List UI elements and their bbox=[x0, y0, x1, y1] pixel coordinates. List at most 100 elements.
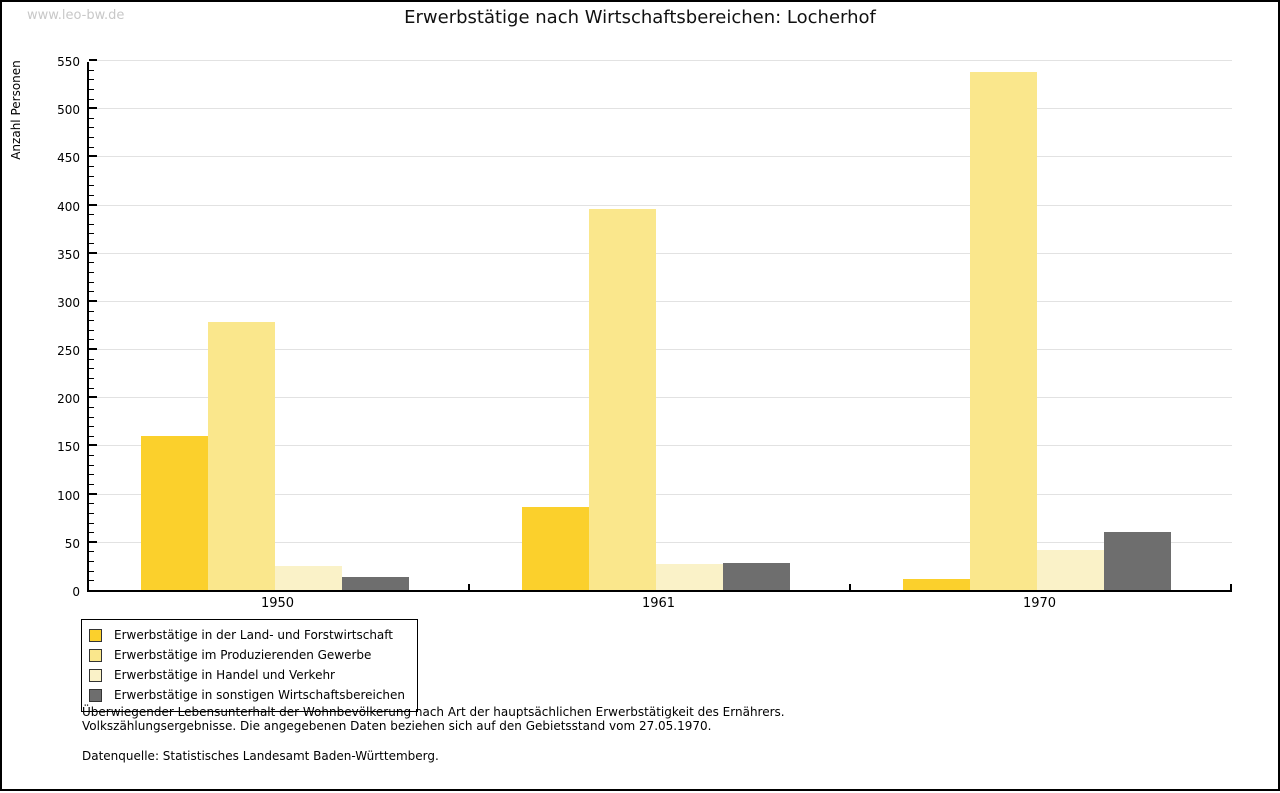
y-minor-tick-410 bbox=[89, 195, 94, 196]
bar-1961-series-3 bbox=[656, 564, 723, 590]
y-minor-tick-370 bbox=[89, 233, 94, 234]
bar-1970-series-3 bbox=[1037, 549, 1104, 590]
x-divider-tick-3 bbox=[1230, 584, 1232, 590]
bar-1950-series-1 bbox=[141, 435, 208, 590]
y-minor-tick-470 bbox=[89, 137, 94, 138]
y-minor-tick-380 bbox=[89, 224, 94, 225]
watermark: www.leo-bw.de bbox=[27, 8, 125, 23]
y-major-tick-450 bbox=[89, 155, 97, 157]
y-tick-label-50: 50 bbox=[64, 537, 80, 551]
gridline-500 bbox=[89, 108, 1232, 109]
y-minor-tick-390 bbox=[89, 214, 94, 215]
y-major-tick-250 bbox=[89, 348, 97, 350]
gridline-250 bbox=[89, 349, 1232, 350]
y-major-tick-200 bbox=[89, 396, 97, 398]
legend-label: Erwerbstätige in sonstigen Wirtschaftsbe… bbox=[114, 688, 406, 702]
legend-swatch-land-forstwirtschaft bbox=[89, 628, 102, 642]
bar-1961-series-2 bbox=[589, 209, 656, 590]
bar-1950-series-4 bbox=[342, 576, 409, 590]
y-tick-label-250: 250 bbox=[57, 344, 80, 358]
y-minor-tick-30 bbox=[89, 561, 94, 562]
y-minor-tick-510 bbox=[89, 99, 94, 100]
y-minor-tick-340 bbox=[89, 262, 94, 263]
y-major-tick-100 bbox=[89, 493, 97, 495]
legend-label: Erwerbstätige im Produzierenden Gewerbe bbox=[114, 648, 372, 662]
y-minor-tick-320 bbox=[89, 282, 94, 283]
bar-1950-series-3 bbox=[275, 565, 342, 590]
y-minor-tick-40 bbox=[89, 551, 94, 552]
y-minor-tick-140 bbox=[89, 455, 94, 456]
y-tick-label-150: 150 bbox=[57, 440, 80, 454]
bar-1961-series-4 bbox=[723, 563, 790, 590]
gridline-200 bbox=[89, 397, 1232, 398]
y-minor-tick-230 bbox=[89, 368, 94, 369]
y-minor-tick-310 bbox=[89, 291, 94, 292]
y-minor-tick-480 bbox=[89, 127, 94, 128]
legend-item: Erwerbstätige in sonstigen Wirtschaftsbe… bbox=[89, 685, 405, 705]
gridline-450 bbox=[89, 156, 1232, 157]
y-major-tick-500 bbox=[89, 107, 97, 109]
footnote-line-1: Überwiegender Lebensunterhalt der Wohnbe… bbox=[82, 705, 785, 719]
y-tick-label-200: 200 bbox=[57, 392, 80, 406]
y-minor-tick-260 bbox=[89, 339, 94, 340]
y-minor-tick-10 bbox=[89, 580, 94, 581]
y-minor-tick-430 bbox=[89, 176, 94, 177]
y-minor-tick-440 bbox=[89, 166, 94, 167]
bar-1970-series-2 bbox=[970, 71, 1037, 590]
y-major-tick-400 bbox=[89, 204, 97, 206]
gridline-300 bbox=[89, 301, 1232, 302]
y-minor-tick-330 bbox=[89, 272, 94, 273]
legend-item: Erwerbstätige in Handel und Verkehr bbox=[89, 665, 405, 685]
y-minor-tick-270 bbox=[89, 330, 94, 331]
x-axis-label-1950: 1950 bbox=[260, 596, 295, 611]
y-major-tick-300 bbox=[89, 300, 97, 302]
footnote: Überwiegender Lebensunterhalt der Wohnbe… bbox=[82, 705, 785, 733]
y-tick-label-550: 550 bbox=[57, 55, 80, 69]
y-tick-label-100: 100 bbox=[57, 489, 80, 503]
legend-swatch-handel-verkehr bbox=[89, 668, 102, 682]
y-minor-tick-170 bbox=[89, 426, 94, 427]
y-minor-tick-360 bbox=[89, 243, 94, 244]
x-divider-tick-1 bbox=[468, 584, 470, 590]
chart-title: Erwerbstätige nach Wirtschaftsbereichen:… bbox=[404, 7, 876, 28]
legend-item: Erwerbstätige in der Land- und Forstwirt… bbox=[89, 625, 405, 645]
data-source: Datenquelle: Statistisches Landesamt Bad… bbox=[82, 749, 439, 763]
y-axis-tick-labels: 0 50 100 150 200 250 300 350 400 450 500 550 bbox=[2, 2, 80, 793]
y-minor-tick-280 bbox=[89, 320, 94, 321]
gridline-100 bbox=[89, 494, 1232, 495]
y-minor-tick-110 bbox=[89, 484, 94, 485]
y-minor-tick-20 bbox=[89, 571, 94, 572]
legend-swatch-produzierendes-gewerbe bbox=[89, 648, 102, 662]
y-minor-tick-130 bbox=[89, 465, 94, 466]
y-minor-tick-70 bbox=[89, 523, 94, 524]
bar-1970-series-4 bbox=[1104, 532, 1171, 590]
y-tick-label-0: 0 bbox=[72, 585, 80, 599]
legend: Erwerbstätige in der Land- und Forstwirt… bbox=[81, 619, 419, 712]
gridline-150 bbox=[89, 445, 1232, 446]
legend-label: Erwerbstätige in der Land- und Forstwirt… bbox=[114, 628, 393, 642]
legend-item: Erwerbstätige im Produzierenden Gewerbe bbox=[89, 645, 405, 665]
y-major-tick-550 bbox=[89, 59, 97, 61]
x-axis-labels: 1950 1961 1970 bbox=[87, 596, 1230, 614]
y-tick-label-500: 500 bbox=[57, 103, 80, 117]
y-minor-tick-520 bbox=[89, 89, 94, 90]
y-minor-tick-60 bbox=[89, 532, 94, 533]
y-minor-tick-190 bbox=[89, 407, 94, 408]
x-divider-tick-2 bbox=[849, 584, 851, 590]
plot-inner bbox=[89, 59, 1232, 590]
y-minor-tick-420 bbox=[89, 185, 94, 186]
y-minor-tick-120 bbox=[89, 474, 94, 475]
y-minor-tick-490 bbox=[89, 118, 94, 119]
gridline-350 bbox=[89, 253, 1232, 254]
y-minor-tick-180 bbox=[89, 417, 94, 418]
footnote-line-2: Volkszählungsergebnisse. Die angegebenen… bbox=[82, 719, 712, 733]
y-minor-tick-160 bbox=[89, 436, 94, 437]
y-minor-tick-210 bbox=[89, 388, 94, 389]
y-minor-tick-240 bbox=[89, 359, 94, 360]
plot-area bbox=[87, 59, 1232, 592]
y-major-tick-150 bbox=[89, 444, 97, 446]
x-axis-label-1970: 1970 bbox=[1022, 596, 1057, 611]
legend-swatch-sonstige bbox=[89, 688, 102, 702]
y-minor-tick-530 bbox=[89, 79, 94, 80]
bar-1970-series-1 bbox=[903, 579, 970, 590]
